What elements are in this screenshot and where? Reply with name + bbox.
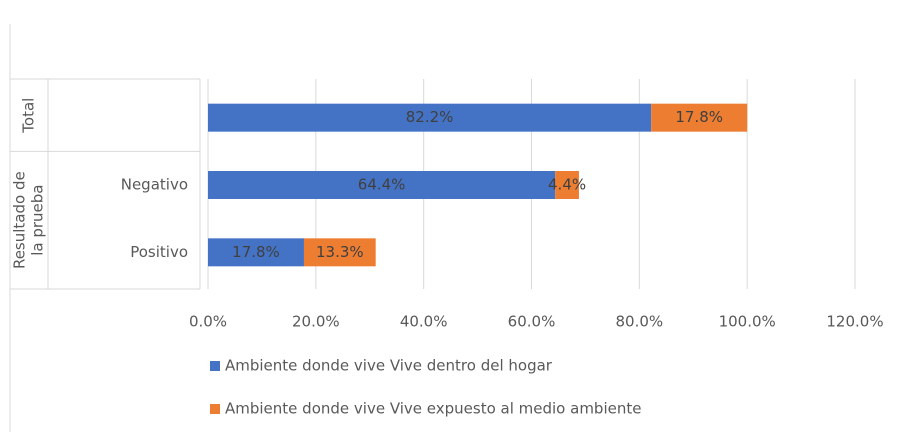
legend-label: Ambiente donde vive Vive expuesto al med… (225, 400, 641, 418)
category-label: Positivo (130, 243, 188, 261)
x-tick-label: 0.0% (189, 313, 227, 331)
bar-segment (208, 238, 304, 267)
x-tick-label: 60.0% (508, 313, 556, 331)
x-tick-label: 100.0% (719, 313, 776, 331)
x-tick-label: 20.0% (292, 313, 340, 331)
legend-swatch (210, 361, 220, 371)
group-label: Resultado de (11, 171, 29, 269)
bar-segment (208, 103, 652, 132)
value-label: 17.8% (675, 108, 723, 126)
value-label: 17.8% (232, 243, 280, 261)
x-tick-label: 40.0% (400, 313, 448, 331)
x-tick-label: 80.0% (616, 313, 664, 331)
value-label: 64.4% (358, 176, 406, 194)
category-label: Negativo (121, 176, 188, 194)
legend-label: Ambiente donde vive Vive dentro del hoga… (225, 357, 553, 375)
bar-segment (208, 171, 556, 199)
group-label: Total (20, 98, 38, 134)
legend-swatch (210, 404, 220, 414)
bar-segment (651, 103, 748, 132)
group-label: la prueba (29, 185, 47, 256)
bar-segment (303, 238, 376, 267)
value-label: 13.3% (316, 243, 364, 261)
value-label: 4.4% (548, 176, 586, 194)
bar-segment (555, 171, 579, 199)
x-tick-label: 120.0% (826, 313, 883, 331)
value-label: 82.2% (406, 108, 454, 126)
